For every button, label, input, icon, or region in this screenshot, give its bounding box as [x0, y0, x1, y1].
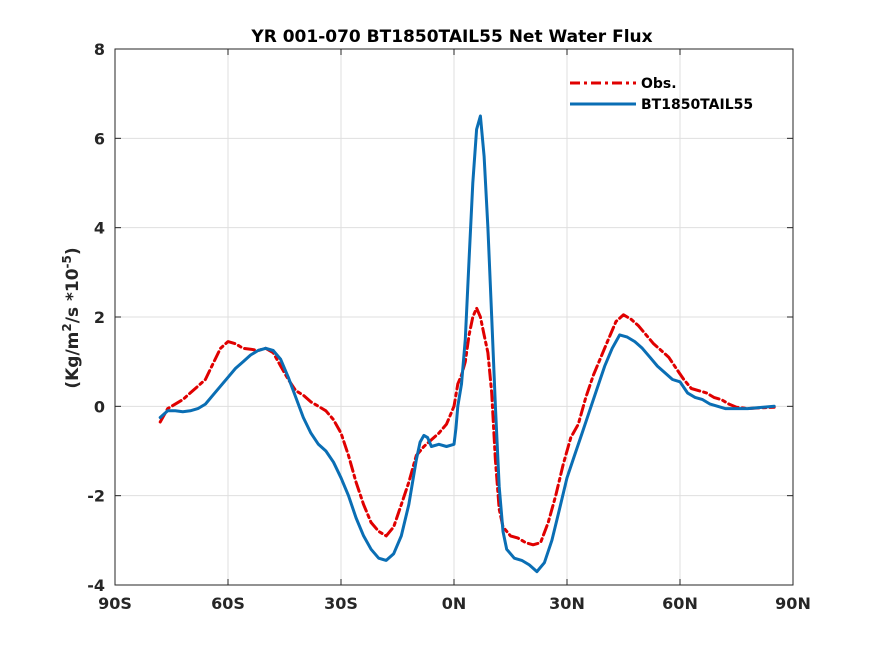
grid — [115, 49, 793, 585]
y-tick-label: -4 — [87, 576, 105, 595]
y-axis-label: (Kg/m2/s *10-5) — [60, 247, 83, 388]
axis-ticks: 90S 60S 30S 0N 30N 60N 90N -4 -2 0 2 4 6 8 — [87, 40, 811, 613]
x-tick-label: 60S — [211, 594, 245, 613]
legend-label-obs: Obs. — [641, 76, 677, 92]
ylabel-post: ) — [63, 247, 83, 255]
series-layer — [158, 114, 776, 574]
y-tick-label: -2 — [87, 487, 105, 506]
y-tick-label: 4 — [94, 219, 105, 238]
ylabel-sup2: -5 — [60, 255, 74, 268]
x-tick-label: 30N — [549, 594, 585, 613]
x-tick-label: 90S — [98, 594, 132, 613]
ylabel-sup1: 2 — [60, 323, 74, 331]
y-tick-label: 8 — [94, 40, 105, 59]
x-tick-label: 90N — [775, 594, 811, 613]
y-tick-label: 6 — [94, 129, 105, 148]
ylabel-mid: /s *10 — [63, 268, 83, 323]
x-tick-label: 0N — [442, 594, 467, 613]
chart-title: YR 001-070 BT1850TAIL55 Net Water Flux — [250, 27, 652, 47]
ylabel-pre: (Kg/m — [63, 332, 83, 389]
y-tick-label: 2 — [94, 308, 105, 327]
series-line-model — [158, 114, 776, 574]
x-tick-label: 60N — [662, 594, 698, 613]
series-line-obs — [158, 306, 776, 547]
legend-label-model: BT1850TAIL55 — [641, 97, 753, 113]
x-tick-label: 30S — [324, 594, 358, 613]
y-tick-label: 0 — [94, 397, 105, 416]
legend: Obs. BT1850TAIL55 — [570, 76, 753, 113]
